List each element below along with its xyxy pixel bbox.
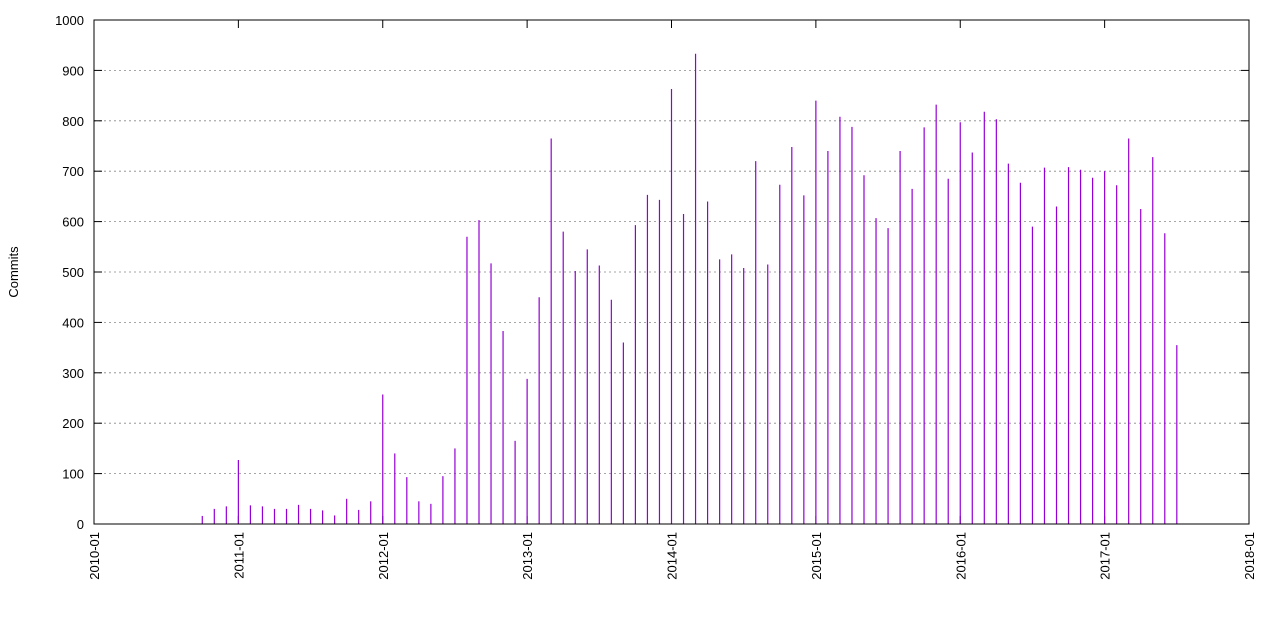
- y-tick-label: 500: [62, 265, 84, 280]
- y-tick-label: 800: [62, 114, 84, 129]
- x-tick-label: 2014-01: [665, 532, 680, 580]
- x-tick-label: 2012-01: [376, 532, 391, 580]
- y-tick-label: 200: [62, 416, 84, 431]
- y-tick-label: 700: [62, 164, 84, 179]
- x-tick-label: 2015-01: [809, 532, 824, 580]
- y-tick-label: 300: [62, 366, 84, 381]
- plot-frame: [93, 19, 1250, 525]
- y-tick-label: 900: [62, 63, 84, 78]
- y-axis-label: Commits: [6, 246, 21, 298]
- x-tick-label: 2011-01: [231, 532, 246, 579]
- y-tick-label: 600: [62, 215, 84, 230]
- x-tick-label: 2013-01: [520, 532, 535, 580]
- y-tick-label: 100: [62, 467, 84, 482]
- y-tick-label: 1000: [55, 13, 84, 28]
- x-tick-label: 2018-01: [1242, 532, 1257, 580]
- x-tick-label: 2017-01: [1098, 532, 1113, 580]
- x-tick-label: 2010-01: [87, 532, 102, 580]
- y-tick-label: 0: [77, 517, 84, 532]
- x-tick-label: 2016-01: [953, 532, 968, 580]
- y-tick-label: 400: [62, 315, 84, 330]
